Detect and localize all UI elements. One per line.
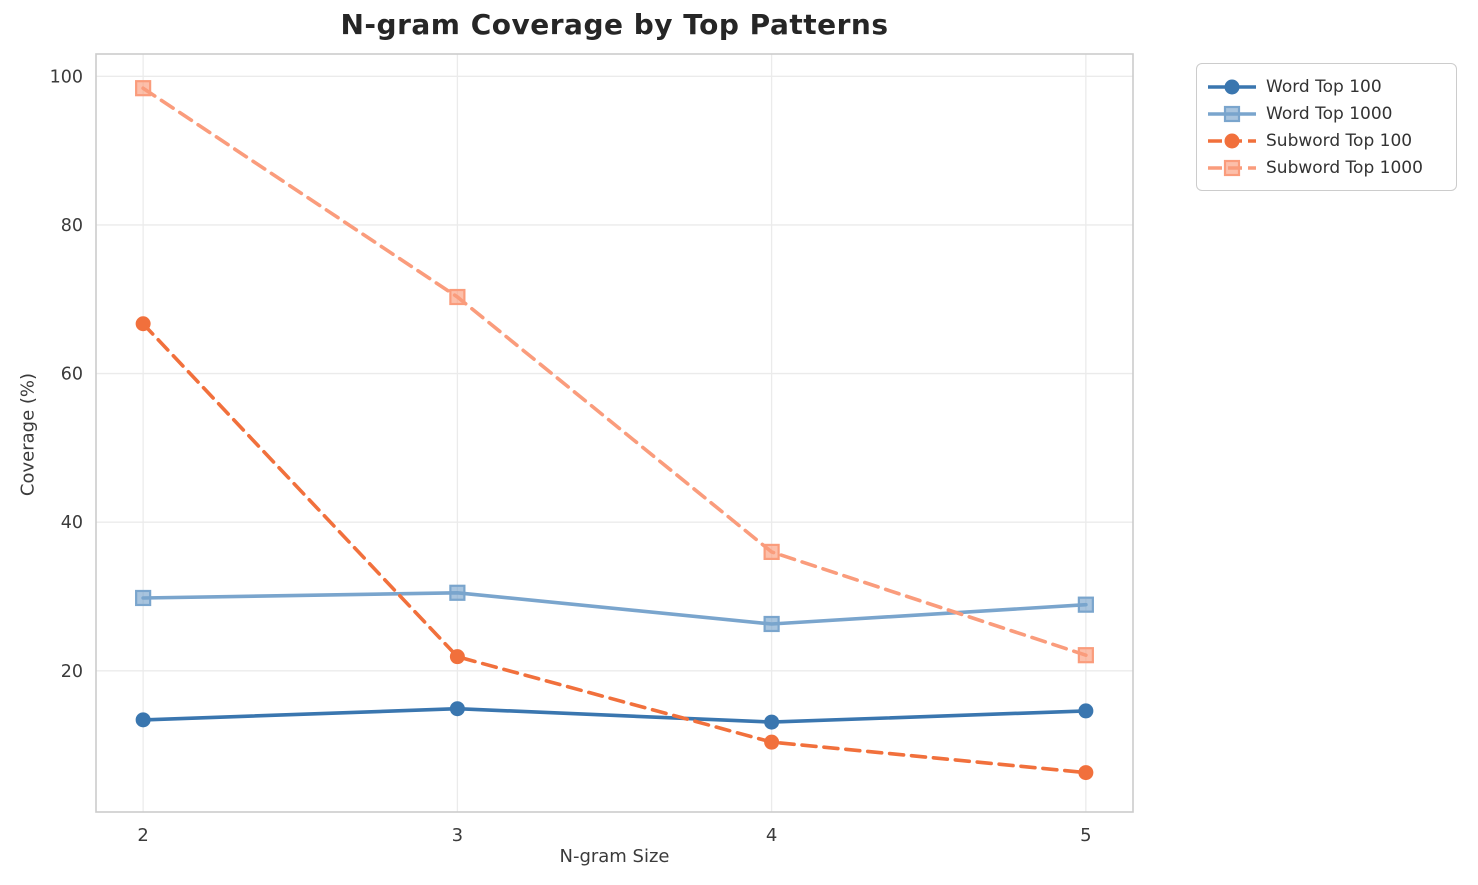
legend-item-word-top-100: Word Top 100 (1207, 73, 1446, 100)
chart-title: N-gram Coverage by Top Patterns (340, 8, 889, 41)
series-line-subword-top-100 (141, 322, 1088, 775)
marker-square-subword-top-1000 (135, 80, 152, 97)
y-tick-label: 60 (61, 365, 83, 385)
marker-circle-word-top-100 (449, 701, 465, 717)
marker-circle-word-top-100 (135, 712, 151, 728)
legend-marker-circle (1224, 133, 1240, 148)
x-tick-label: 3 (452, 825, 463, 846)
plot-border (95, 53, 1134, 813)
marker-circle-subword-top-100 (764, 734, 780, 750)
legend-marker-square (1223, 105, 1241, 122)
legend-marker-circle (1224, 79, 1240, 94)
marker-square-subword-top-1000 (1077, 647, 1094, 664)
legend: Word Top 100 Word Top 1000 Subword Top 100… (1196, 63, 1457, 191)
legend-label: Subword Top 1000 (1266, 157, 1423, 178)
series-line-subword-top-1000 (141, 86, 1088, 657)
legend-item-subword-top-1000: Subword Top 1000 (1207, 154, 1446, 181)
marker-square-subword-top-1000 (449, 288, 466, 306)
y-tick-label: 20 (61, 662, 83, 682)
legend-item-word-top-1000: Word Top 1000 (1207, 100, 1446, 127)
x-axis-label: N-gram Size (559, 846, 670, 867)
marker-circle-word-top-100 (764, 714, 780, 730)
legend-marker-square (1223, 159, 1241, 176)
marker-square-word-top-1000 (763, 615, 780, 633)
legend-item-subword-top-100: Subword Top 100 (1207, 127, 1446, 154)
marker-circle-word-top-100 (1078, 703, 1094, 719)
series-line-word-top-100 (141, 706, 1088, 724)
x-tick-label: 4 (766, 825, 777, 846)
marker-circle-subword-top-100 (135, 316, 151, 332)
legend-swatch-subword-top-100 (1208, 133, 1256, 148)
y-axis-label: Coverage (%) (17, 372, 39, 497)
marker-square-word-top-1000 (135, 589, 152, 607)
legend-label: Word Top 100 (1266, 76, 1382, 97)
marker-square-subword-top-1000 (763, 543, 780, 561)
legend-label: Word Top 1000 (1266, 103, 1393, 124)
legend-swatch-subword-top-1000 (1208, 159, 1256, 176)
marker-circle-subword-top-100 (1078, 765, 1094, 781)
legend-swatch-word-top-100 (1208, 79, 1256, 94)
marker-square-word-top-1000 (449, 584, 466, 601)
legend-swatch-word-top-1000 (1208, 105, 1256, 122)
marker-square-word-top-1000 (1077, 596, 1094, 613)
y-tick-label: 100 (50, 67, 83, 87)
series-line-word-top-1000 (141, 590, 1088, 626)
legend-label: Subword Top 100 (1266, 130, 1413, 151)
marker-circle-subword-top-100 (449, 649, 465, 665)
y-tick-label: 40 (61, 513, 83, 533)
x-tick-label: 2 (137, 825, 148, 846)
x-tick-label: 5 (1080, 825, 1091, 846)
y-tick-label: 80 (61, 216, 83, 236)
